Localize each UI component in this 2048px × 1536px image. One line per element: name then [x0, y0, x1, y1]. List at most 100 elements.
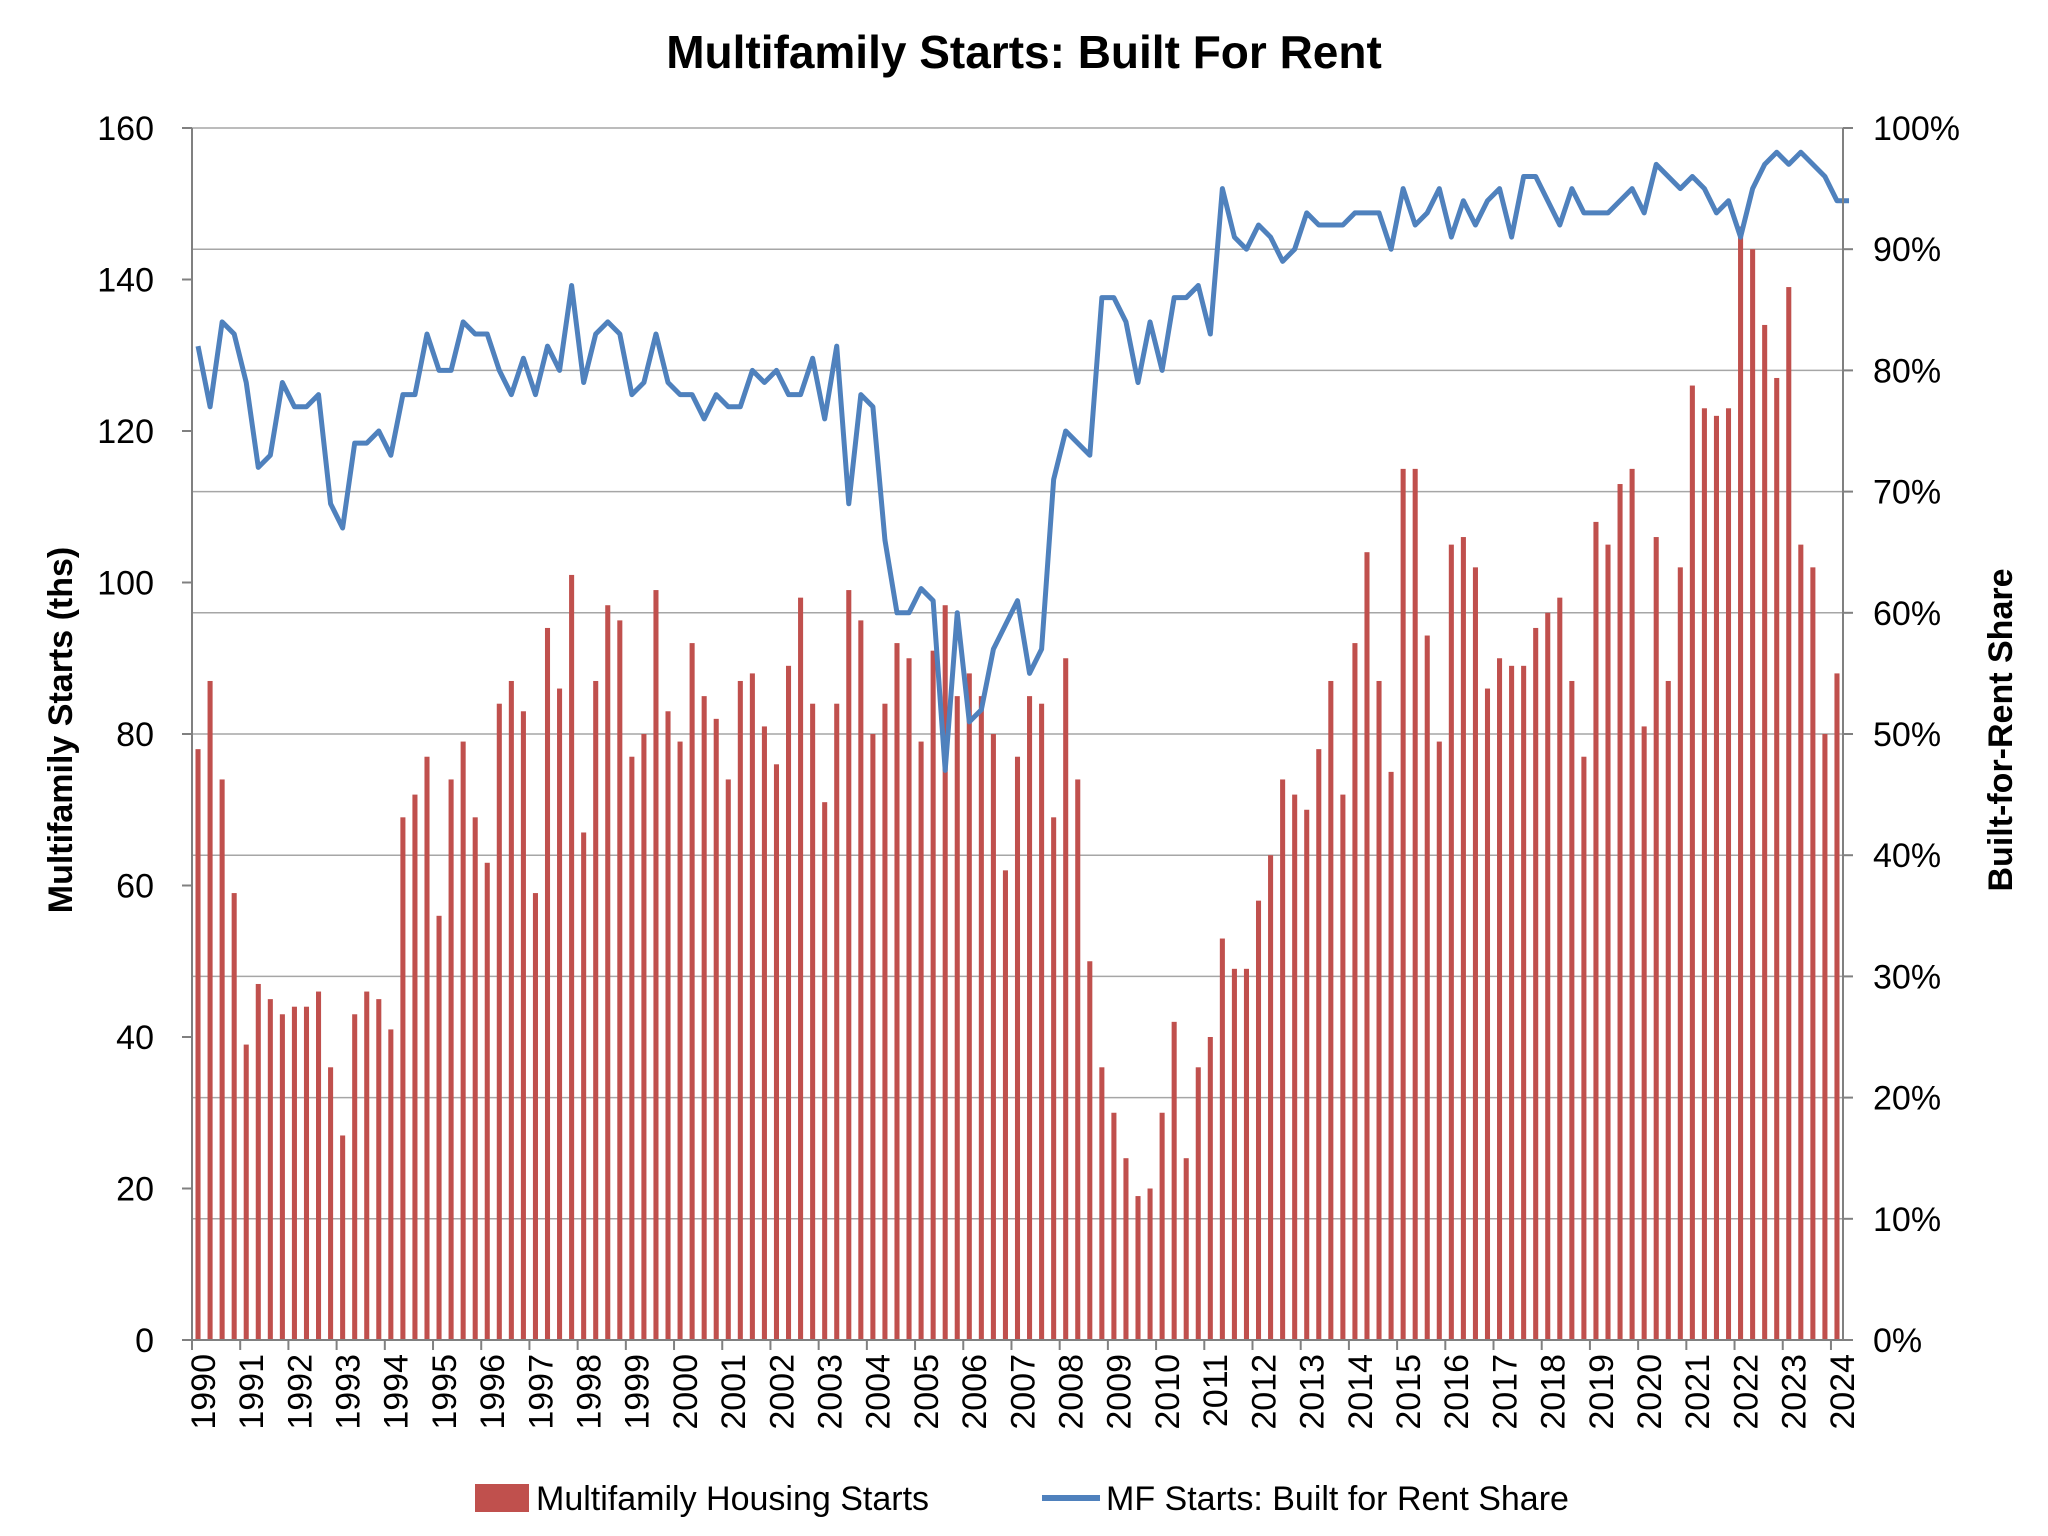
- bar: [1605, 544, 1611, 1340]
- bar: [581, 832, 587, 1340]
- bar: [798, 597, 804, 1340]
- axes: [182, 127, 1853, 1350]
- bar: [737, 680, 743, 1340]
- bar: [1243, 968, 1250, 1340]
- bar: [1219, 938, 1225, 1340]
- bar: [1641, 726, 1647, 1340]
- x-tick-label: 1994: [378, 1354, 416, 1430]
- bar: [966, 673, 972, 1340]
- bar: [1665, 680, 1671, 1340]
- bar: [978, 696, 984, 1340]
- bar: [207, 680, 213, 1340]
- x-tick-label: 1990: [185, 1354, 223, 1430]
- bar: [653, 590, 659, 1340]
- bar: [279, 1014, 285, 1340]
- x-tick-label: 2007: [1004, 1354, 1042, 1430]
- bar: [400, 817, 406, 1340]
- bar-series: [195, 226, 1840, 1341]
- bar: [1376, 680, 1382, 1340]
- left-tick-label: 100: [97, 565, 154, 603]
- bar: [1039, 703, 1045, 1340]
- left-tick-label: 140: [97, 262, 154, 300]
- bar: [677, 741, 683, 1340]
- bar: [713, 718, 719, 1340]
- bar: [1653, 537, 1659, 1340]
- bar: [1786, 287, 1792, 1341]
- bar: [1292, 794, 1298, 1340]
- x-tick-label: 2024: [1824, 1354, 1862, 1430]
- bar: [1569, 680, 1575, 1340]
- x-tick-label: 2006: [956, 1354, 994, 1430]
- bar: [858, 620, 864, 1340]
- bar: [1822, 734, 1828, 1340]
- bar: [1581, 756, 1587, 1340]
- bar: [1810, 567, 1816, 1340]
- bar: [508, 680, 514, 1340]
- bar: [990, 734, 996, 1340]
- bar: [1750, 249, 1756, 1341]
- bar: [1460, 537, 1466, 1340]
- left-tick-label: 60: [116, 868, 154, 906]
- bar: [810, 703, 816, 1340]
- bar: [219, 779, 225, 1340]
- bar: [689, 643, 695, 1340]
- bar: [352, 1014, 358, 1340]
- bar: [1472, 567, 1478, 1340]
- bar: [605, 605, 611, 1340]
- bar: [749, 673, 755, 1340]
- x-tick-label: 2022: [1727, 1354, 1765, 1430]
- x-tick-label: 2015: [1390, 1354, 1428, 1430]
- bar: [641, 734, 647, 1340]
- right-tick-label: 100%: [1873, 110, 1960, 148]
- bar: [1834, 673, 1840, 1340]
- x-tick-label: 2004: [860, 1354, 898, 1430]
- x-tick-label: 2003: [812, 1354, 850, 1430]
- bar: [460, 741, 466, 1340]
- bar: [1171, 1021, 1177, 1340]
- bar: [1280, 779, 1286, 1340]
- bar: [243, 1044, 249, 1340]
- bar: [1002, 870, 1008, 1340]
- x-tick-label: 2023: [1776, 1354, 1814, 1430]
- x-tick-label: 2011: [1197, 1354, 1235, 1427]
- x-tick-label: 2009: [1101, 1354, 1139, 1430]
- bar: [1677, 567, 1683, 1340]
- left-tick-label: 20: [116, 1171, 154, 1209]
- bar: [822, 802, 828, 1340]
- bar: [520, 711, 526, 1340]
- bar: [870, 734, 876, 1340]
- left-tick-label: 80: [116, 716, 154, 754]
- bar: [1147, 1188, 1153, 1340]
- left-tick-label: 40: [116, 1019, 154, 1057]
- bar: [1087, 961, 1093, 1340]
- x-tick-label: 2002: [763, 1354, 801, 1430]
- bar: [1099, 1067, 1105, 1340]
- bar: [231, 893, 237, 1340]
- left-tick-label: 120: [97, 413, 154, 451]
- bar: [617, 620, 623, 1340]
- bar: [1111, 1112, 1117, 1340]
- left-tick-label: 160: [97, 110, 154, 148]
- legend-swatch-bars: [475, 1484, 529, 1512]
- bar: [1798, 544, 1804, 1340]
- bar: [1063, 658, 1069, 1340]
- bar: [388, 1029, 394, 1340]
- bar: [1545, 612, 1551, 1340]
- bar: [436, 915, 442, 1340]
- bar: [785, 665, 792, 1340]
- right-tick-label: 60%: [1873, 595, 1941, 633]
- x-tick-label: 1992: [281, 1354, 319, 1430]
- bar: [942, 605, 948, 1340]
- right-tick-label: 30%: [1873, 958, 1941, 996]
- bar: [834, 703, 840, 1340]
- x-tick-label: 2012: [1245, 1354, 1283, 1430]
- bar: [1027, 696, 1033, 1340]
- x-tick-label: 2010: [1149, 1354, 1187, 1430]
- bar: [1123, 1158, 1129, 1340]
- bar: [412, 794, 418, 1340]
- bar: [448, 779, 454, 1340]
- bar: [593, 680, 599, 1340]
- right-tick-label: 90%: [1873, 231, 1941, 269]
- bar: [1316, 749, 1322, 1340]
